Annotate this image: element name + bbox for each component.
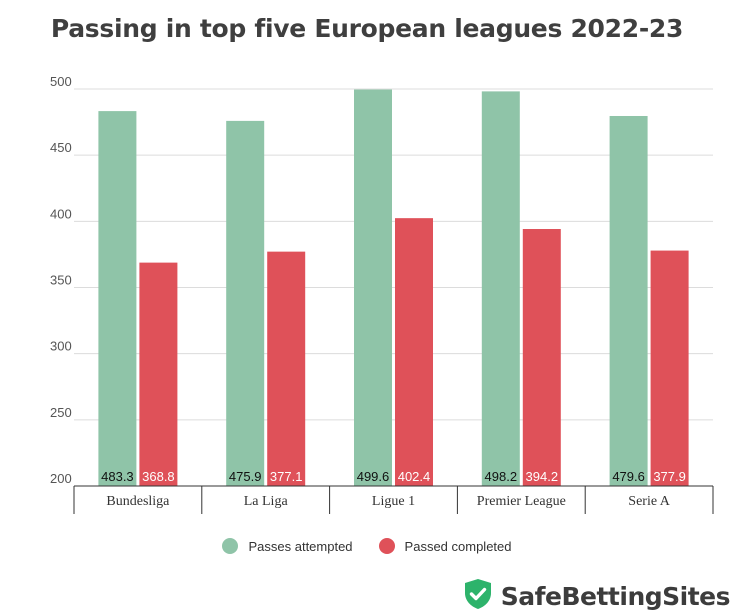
shield-check-icon	[463, 578, 493, 615]
legend-label-passed-completed: Passed completed	[404, 538, 512, 554]
bar-passed-completed-bundesliga	[139, 262, 178, 486]
data-label-passes-attempted-la-liga: 475.9	[229, 469, 262, 484]
x-tick-label-serie-a: Serie A	[628, 494, 670, 509]
data-label-passed-completed-ligue-1: 402.4	[398, 469, 431, 484]
data-label-passed-completed-serie-a: 377.9	[653, 469, 686, 484]
x-tick-label-la-liga: La Liga	[244, 494, 289, 509]
data-label-passes-attempted-serie-a: 479.6	[612, 469, 645, 484]
data-label-passed-completed-premier-league: 394.2	[526, 469, 559, 484]
bar-passed-completed-premier-league	[522, 229, 561, 486]
x-tick-label-premier-league: Premier League	[477, 494, 566, 509]
x-tick-label-ligue-1: Ligue 1	[372, 494, 415, 509]
legend-swatch-passed-completed	[378, 538, 395, 554]
data-label-passes-attempted-ligue-1: 499.6	[357, 469, 390, 484]
bar-passes-attempted-ligue-1	[354, 89, 392, 487]
bars: 483.3 368.8 475.9 377.1 499.6 402.4 498.2 394.2…	[98, 89, 689, 487]
x-tick-label-bundesliga: Bundesliga	[106, 494, 170, 509]
bar-passed-completed-la-liga	[267, 251, 306, 486]
chart-title: Passing in top five European leagues 202…	[50, 14, 684, 43]
bar-passes-attempted-premier-league	[481, 91, 520, 486]
brand-logo: SafeBettingSites	[463, 578, 731, 615]
legend: Passes attempted Passed completed	[0, 538, 734, 554]
y-tick-label: 200	[50, 471, 72, 486]
data-label-passed-completed-bundesliga: 368.8	[142, 469, 175, 484]
bar-passed-completed-ligue-1	[395, 218, 433, 486]
data-label-passed-completed-la-liga: 377.1	[270, 469, 303, 484]
bar-passed-completed-serie-a	[650, 250, 689, 486]
y-tick-label: 350	[50, 273, 72, 288]
data-label-passes-attempted-bundesliga: 483.3	[101, 469, 134, 484]
legend-item-passes-attempted: Passes attempted	[222, 538, 353, 554]
y-axis-ticks: 200 250 300 350 400 450 500	[50, 74, 72, 486]
gridlines	[74, 88, 713, 421]
x-axis: Bundesliga La Liga Ligue 1 Premier League Se…	[73, 485, 714, 514]
legend-label-passes-attempted: Passes attempted	[248, 538, 353, 554]
legend-swatch-passes-attempted	[222, 538, 239, 554]
bar-passes-attempted-la-liga	[226, 120, 265, 486]
y-tick-label: 250	[50, 405, 72, 420]
data-label-passes-attempted-premier-league: 498.2	[485, 469, 518, 484]
bar-passes-attempted-bundesliga	[98, 111, 137, 486]
y-tick-label: 400	[50, 206, 72, 221]
brand-name: SafeBettingSites	[500, 582, 731, 611]
y-tick-label: 300	[50, 339, 72, 354]
bar-passes-attempted-serie-a	[609, 115, 648, 486]
legend-item-passed-completed: Passed completed	[378, 538, 512, 554]
y-tick-label: 500	[50, 74, 72, 89]
y-tick-label: 450	[50, 140, 72, 155]
